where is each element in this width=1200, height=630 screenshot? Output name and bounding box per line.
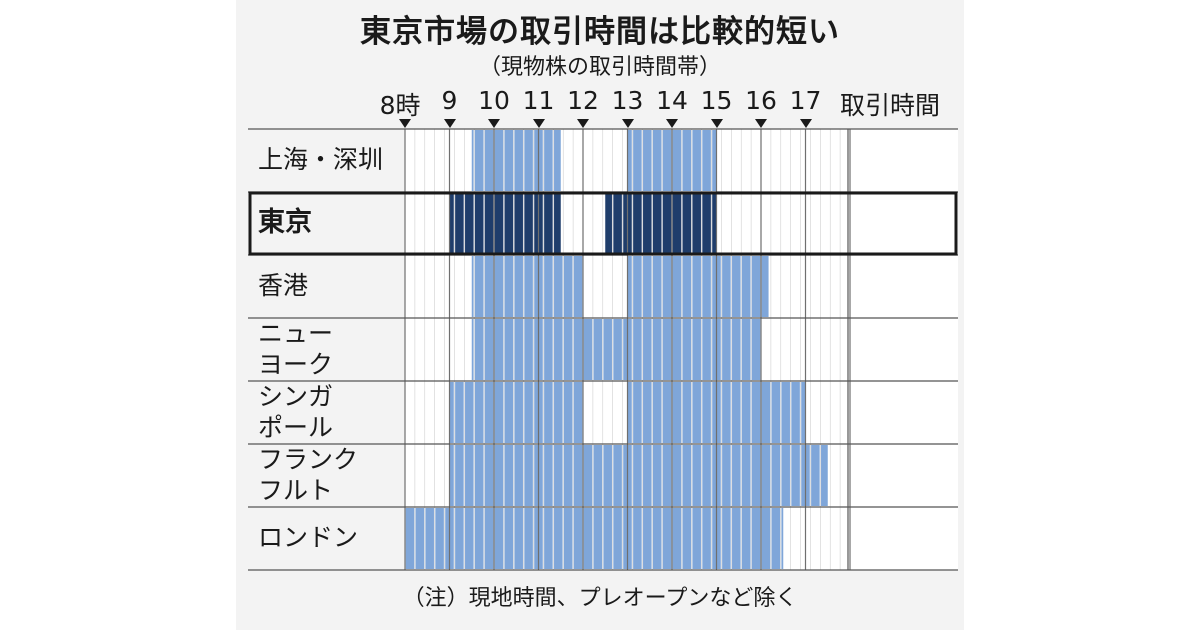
hour-tick-label: 8時 [379, 91, 421, 120]
hour-marker-icon [621, 119, 634, 128]
hour-marker-icon [799, 119, 812, 128]
session-bar [449, 445, 828, 506]
market-name-line: ロンドン [258, 523, 359, 552]
session-bar [449, 193, 561, 254]
hour-tick-label: 14 [656, 86, 688, 115]
market-label: 東京 [258, 207, 312, 238]
market-name-line: フルト [258, 475, 334, 505]
session-bar [449, 382, 583, 443]
hour-tick-label: 10 [478, 86, 510, 115]
hour-marker-icon [710, 119, 723, 128]
hour-tick-label: 11 [522, 86, 555, 115]
market-name-line: 上海・深圳 [258, 145, 384, 174]
market-label: 上海・深圳 [258, 144, 383, 175]
session-bar [405, 508, 784, 569]
duration-header: 取引時間 [840, 91, 941, 120]
hour-marker-icon [488, 119, 500, 128]
session-bar [605, 193, 717, 254]
chart-title: 東京市場の取引時間は比較的短い [360, 14, 840, 50]
hour-tick-label: 9 [441, 86, 458, 115]
session-bar [471, 256, 583, 317]
chart-note: （注）現地時間、プレオープンなど除く [402, 586, 798, 611]
market-name-line: 香港 [258, 271, 309, 300]
hour-marker-icon [532, 119, 545, 128]
hour-marker-icon [399, 119, 411, 128]
market-name-line: 東京 [258, 207, 312, 238]
hour-tick-label: 13 [611, 86, 644, 115]
market-label: 香港 [258, 270, 308, 301]
market-label: ニュー ヨーク [258, 318, 333, 380]
market-name-line: フランク [258, 444, 359, 474]
hour-marker-icon [666, 119, 678, 128]
market-label: ロンドン [258, 522, 358, 553]
market-label: シンガ ポール [258, 381, 333, 443]
hour-tick-label: 16 [745, 86, 777, 115]
market-name-line: シンガ [258, 381, 334, 411]
hour-tick-label: 12 [567, 86, 599, 115]
duration-column-background [848, 129, 958, 570]
hour-tick-label: 15 [700, 86, 733, 115]
session-bar [627, 256, 769, 317]
session-bar [471, 319, 761, 380]
market-name-line: ヨーク [258, 349, 334, 379]
chart-subtitle: （現物株の取引時間帯） [478, 55, 721, 80]
highlight-frame [248, 191, 958, 256]
market-name-line: ポール [258, 412, 334, 442]
hour-marker-icon [755, 119, 767, 128]
market-name-line: ニュー [258, 318, 334, 348]
hour-tick-label: 17 [789, 86, 822, 115]
session-bar [471, 130, 561, 191]
market-label: フランク フルト [258, 444, 358, 506]
hour-marker-icon [443, 119, 456, 128]
hour-marker-icon [577, 119, 589, 128]
